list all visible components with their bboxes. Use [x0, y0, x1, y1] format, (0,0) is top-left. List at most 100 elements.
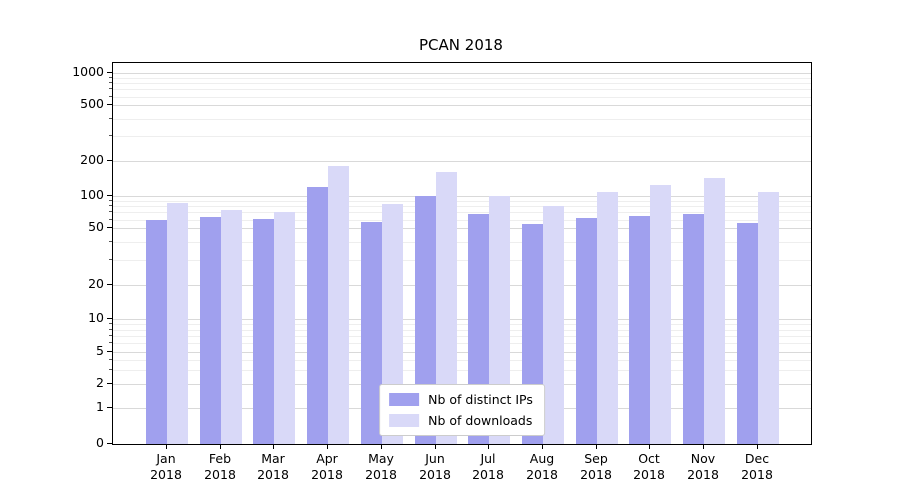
bar-downloads: [167, 203, 188, 444]
legend-swatch-distinct-ips-icon: [389, 393, 420, 406]
y-minor-tick-mark: [109, 88, 112, 89]
y-tick-mark: [107, 407, 112, 408]
bar-distinct-ips: [307, 187, 328, 444]
chart-title: PCAN 2018: [419, 36, 503, 54]
x-tick-label: Mar 2018: [257, 451, 289, 482]
x-tick-label: Apr 2018: [311, 451, 343, 482]
x-tick-mark: [757, 444, 758, 449]
y-tick-label: 5: [96, 343, 104, 358]
bar-distinct-ips: [629, 216, 650, 444]
y-tick-mark: [107, 160, 112, 161]
bar-distinct-ips: [415, 196, 436, 444]
y-minor-tick-mark: [109, 329, 112, 330]
y-gridline-major: [113, 319, 811, 320]
y-gridline-major: [113, 352, 811, 353]
x-tick-mark: [381, 444, 382, 449]
legend-swatch-downloads-icon: [389, 414, 420, 427]
y-tick-label: 50: [88, 219, 104, 234]
y-gridline-minor: [113, 343, 811, 344]
y-gridline-minor: [113, 78, 811, 79]
plot-area: Nb of distinct IPs Nb of downloads: [112, 62, 812, 445]
y-gridline-minor: [113, 83, 811, 84]
y-minor-tick-mark: [109, 200, 112, 201]
y-minor-tick-mark: [109, 118, 112, 119]
y-minor-tick-mark: [109, 359, 112, 360]
y-gridline-minor: [113, 201, 811, 202]
y-tick-mark: [107, 351, 112, 352]
bar-distinct-ips: [576, 218, 597, 444]
x-tick-label: May 2018: [365, 451, 397, 482]
y-gridline-major: [113, 196, 811, 197]
x-tick-mark: [435, 444, 436, 449]
x-tick-mark: [703, 444, 704, 449]
x-tick-mark: [596, 444, 597, 449]
y-tick-label: 0: [96, 435, 104, 450]
y-minor-tick-mark: [109, 369, 112, 370]
x-tick-mark: [273, 444, 274, 449]
y-gridline-major: [113, 105, 811, 106]
y-gridline-minor: [113, 324, 811, 325]
x-tick-mark: [166, 444, 167, 449]
legend-label-downloads: Nb of downloads: [428, 413, 533, 428]
y-gridline-minor: [113, 136, 811, 137]
y-gridline-minor: [113, 97, 811, 98]
y-minor-tick-mark: [109, 205, 112, 206]
y-gridline-major: [113, 73, 811, 74]
y-tick-mark: [107, 227, 112, 228]
y-tick-label: 200: [80, 152, 104, 167]
x-tick-label: Nov 2018: [687, 451, 719, 482]
bar-downloads: [543, 206, 564, 444]
y-minor-tick-mark: [109, 219, 112, 220]
y-minor-tick-mark: [109, 82, 112, 83]
x-tick-label: Jul 2018: [472, 451, 504, 482]
y-tick-mark: [107, 72, 112, 73]
y-tick-mark: [107, 383, 112, 384]
x-tick-label: Sep 2018: [580, 451, 612, 482]
legend: Nb of distinct IPs Nb of downloads: [379, 384, 545, 436]
y-gridline-major: [113, 161, 811, 162]
y-minor-tick-mark: [109, 323, 112, 324]
y-minor-tick-mark: [109, 211, 112, 212]
y-gridline-minor: [113, 89, 811, 90]
y-gridline-major: [113, 285, 811, 286]
bar-downloads: [436, 172, 457, 444]
y-minor-tick-mark: [109, 77, 112, 78]
x-tick-mark: [488, 444, 489, 449]
y-gridline-minor: [113, 212, 811, 213]
y-gridline-minor: [113, 330, 811, 331]
y-gridline-minor: [113, 360, 811, 361]
legend-item-distinct-ips: Nb of distinct IPs: [389, 392, 533, 407]
x-tick-mark: [649, 444, 650, 449]
bars-layer: [113, 63, 811, 444]
legend-item-downloads: Nb of downloads: [389, 413, 533, 428]
x-tick-label: Jun 2018: [419, 451, 451, 482]
y-tick-mark: [107, 104, 112, 105]
bar-downloads: [274, 212, 295, 444]
y-minor-tick-mark: [109, 135, 112, 136]
y-tick-label: 500: [80, 96, 104, 111]
bar-distinct-ips: [253, 219, 274, 444]
bar-distinct-ips: [200, 217, 221, 444]
bar-downloads: [489, 196, 510, 444]
y-tick-label: 2: [96, 375, 104, 390]
bar-downloads: [597, 192, 618, 444]
bar-distinct-ips: [146, 220, 167, 444]
legend-label-distinct-ips: Nb of distinct IPs: [428, 392, 533, 407]
x-tick-label: Aug 2018: [526, 451, 558, 482]
y-minor-tick-mark: [109, 335, 112, 336]
y-minor-tick-mark: [109, 96, 112, 97]
x-tick-mark: [327, 444, 328, 449]
y-gridline-minor: [113, 206, 811, 207]
x-tick-label: Feb 2018: [204, 451, 236, 482]
y-minor-tick-mark: [109, 241, 112, 242]
y-tick-label: 10: [88, 310, 104, 325]
x-tick-label: Dec 2018: [741, 451, 773, 482]
bar-distinct-ips: [361, 222, 382, 444]
bar-downloads: [704, 178, 725, 444]
bar-downloads: [221, 210, 242, 444]
x-tick-label: Oct 2018: [633, 451, 665, 482]
y-gridline-minor: [113, 336, 811, 337]
x-tick-label: Jan 2018: [150, 451, 182, 482]
x-tick-mark: [542, 444, 543, 449]
